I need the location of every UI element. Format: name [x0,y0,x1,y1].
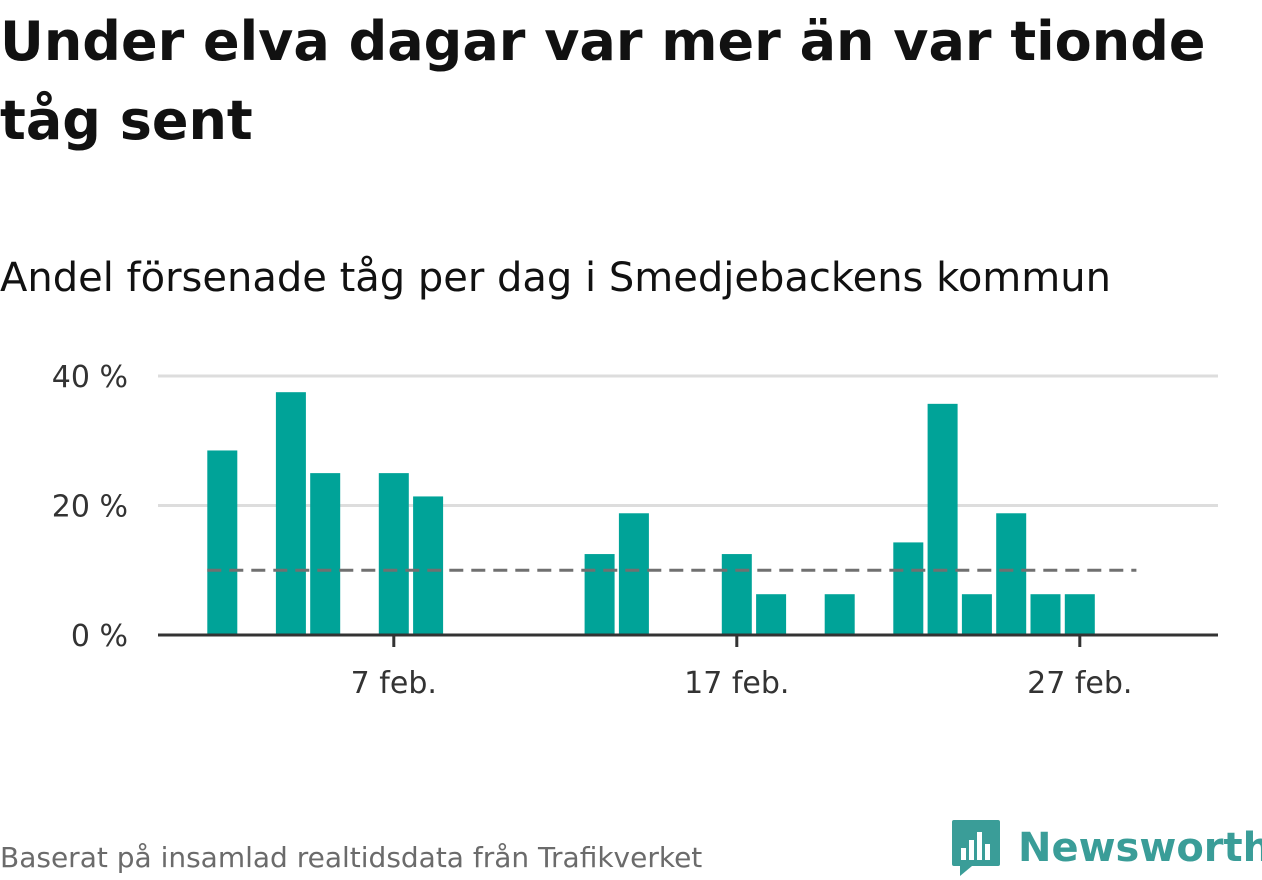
bar [927,403,958,635]
brand: Newsworthy [950,816,1262,880]
x-tick-label: 7 feb. [351,666,437,701]
bar [584,554,615,635]
brand-name: Newsworthy [1018,825,1262,871]
y-tick-label: 20 % [52,490,128,525]
bar [310,473,341,635]
bar [824,594,855,635]
bar [893,542,924,635]
y-tick-label: 0 % [71,619,128,654]
bar [961,594,992,635]
x-tick-label: 17 feb. [684,666,789,701]
chart-subtitle: Andel försenade tåg per dag i Smedjeback… [0,255,1111,301]
bar [1030,594,1061,635]
x-tick-label: 27 feb. [1027,666,1132,701]
bar-chart: 0 % 20 % 40 % 7 feb. 17 feb. 27 feb. [52,360,1218,701]
bar [378,473,409,635]
bar [618,513,649,635]
newsworthy-logo-icon [952,820,1000,876]
bar [1064,594,1095,635]
chart-title: Under elva dagar var mer än var tionde t… [0,10,1206,152]
y-tick-label: 40 % [52,360,128,395]
bar [207,450,238,635]
bar [413,496,444,635]
bar [721,554,752,635]
bar [756,594,787,635]
source-note: Baserat på insamlad realtidsdata från Tr… [0,841,703,874]
bar [996,513,1027,635]
bar [275,392,306,635]
